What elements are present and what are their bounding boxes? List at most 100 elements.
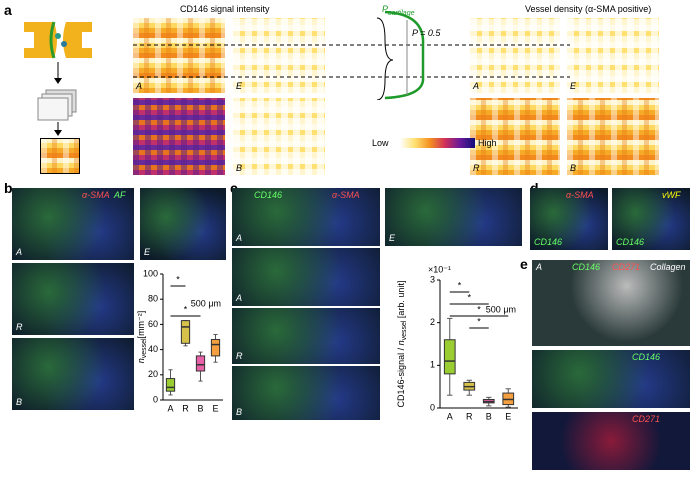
schematic: [24, 21, 92, 136]
heatmap-label: A: [473, 81, 480, 91]
panel-label: e: [520, 256, 528, 272]
multiplier: ×10⁻¹: [428, 264, 451, 274]
stain-label: CD146: [534, 237, 563, 247]
stain-label: CD146: [572, 262, 601, 272]
y-tick-label: 100: [143, 268, 158, 278]
y-axis-label-part: vessel: [141, 338, 148, 358]
micrograph: α-SMA CD146: [530, 188, 608, 250]
box: [180, 320, 191, 344]
micrograph: E: [385, 188, 522, 246]
panel-label: a: [4, 2, 12, 18]
micrograph: A CD146 CD271 Collagen: [532, 260, 690, 346]
y-axis-label: nvessel[mm⁻²]: [136, 311, 147, 364]
micrograph: B: [12, 338, 134, 410]
y-axis-label-part: [mm⁻²]: [136, 311, 146, 339]
significance: *: [184, 304, 188, 314]
image-label: R: [236, 351, 243, 361]
stain-label: CD271: [632, 414, 661, 424]
stain-label: CD271: [612, 262, 641, 272]
micrograph: A: [232, 248, 380, 306]
y-axis-label-part: CD146-signal /: [396, 345, 406, 407]
stain-label: α-SMA: [82, 190, 110, 200]
image-label: B: [16, 397, 23, 407]
box: [195, 355, 206, 372]
y-axis-label: CD146-signal / nvessel [arb. unit]: [396, 281, 407, 408]
panel-label: b: [4, 180, 13, 196]
stain-label: AF: [114, 190, 126, 200]
y-tick-label: 3: [430, 274, 435, 284]
image-label: A: [236, 293, 243, 303]
stain-label: α-SMA: [332, 190, 360, 200]
x-tick-label: A: [447, 411, 453, 421]
colorbar: [400, 138, 475, 148]
x-tick-label: R: [182, 403, 189, 413]
scale-label: 500 μm: [191, 298, 221, 308]
image-label: A: [536, 262, 543, 272]
heatmap: E: [567, 18, 659, 93]
micrograph: A CD146 α-SMA: [232, 188, 380, 246]
image-label: E: [389, 233, 396, 243]
image-label: A: [236, 233, 243, 243]
heatmap: B: [233, 98, 325, 175]
box: [210, 339, 221, 357]
heatmap-label: E: [570, 81, 577, 91]
heatmap: E: [233, 18, 325, 93]
heatmap: [133, 98, 225, 175]
heatmap-label: B: [236, 163, 243, 173]
significance: *: [176, 274, 180, 284]
stain-label: vWF: [662, 190, 681, 200]
y-tick-label: 40: [148, 344, 158, 354]
significance: *: [477, 304, 481, 314]
y-axis-label-part: [arb. unit]: [396, 281, 406, 321]
mini-heatmap: [40, 138, 80, 174]
image-label: E: [144, 247, 151, 257]
stain-label: Collagen: [650, 262, 686, 272]
colorbar-high: High: [478, 138, 497, 148]
image-label: R: [16, 322, 23, 332]
stain-label: CD146: [632, 352, 661, 362]
heatmap: A: [133, 18, 225, 93]
heatmap-label: E: [236, 81, 243, 91]
x-tick-label: B: [197, 403, 203, 413]
micrograph: CD146: [532, 350, 690, 408]
x-tick-label: A: [167, 403, 173, 413]
title: Vessel density (α-SMA positive): [525, 4, 652, 14]
box-chart: 0 1 2 3×10⁻¹ CD146-signal / nvessel [arb. un…: [396, 264, 518, 421]
heatmap-label: B: [570, 163, 577, 173]
micrograph: vWF CD146: [612, 188, 690, 250]
image-label: A: [16, 247, 23, 257]
micrograph: B: [232, 366, 380, 420]
heatmap: A: [470, 18, 560, 93]
y-axis-label-part: vessel: [401, 320, 408, 340]
stain-label: α-SMA: [566, 190, 594, 200]
micrograph: R: [232, 308, 380, 364]
y-tick-label: 0: [153, 394, 158, 404]
significance: *: [458, 280, 462, 290]
colorbar-low: Low: [372, 138, 389, 148]
y-tick-label: 2: [430, 317, 435, 327]
x-tick-label: B: [486, 411, 492, 421]
micrograph: E: [140, 188, 226, 260]
x-tick-label: E: [212, 403, 218, 413]
heatmap-label: R: [473, 163, 480, 173]
heatmap-label: A: [136, 81, 143, 91]
y-axis-label-part: n: [136, 358, 146, 363]
significance: *: [477, 316, 481, 326]
x-tick-label: E: [505, 411, 511, 421]
heatmap: B: [567, 98, 659, 175]
stain-label: CD146: [616, 237, 645, 247]
micrograph: CD271: [532, 412, 690, 470]
y-tick-label: 1: [430, 360, 435, 370]
y-tick-label: 80: [148, 294, 158, 304]
image-label: B: [236, 407, 243, 417]
y-tick-label: 0: [430, 402, 435, 412]
y-axis-label-part: n: [396, 340, 406, 345]
p-half: P = 0.5: [412, 28, 441, 38]
title: CD146 signal intensity: [180, 4, 270, 14]
micrograph: R: [12, 263, 134, 335]
stain-label: CD146: [254, 190, 283, 200]
box: [165, 378, 176, 392]
